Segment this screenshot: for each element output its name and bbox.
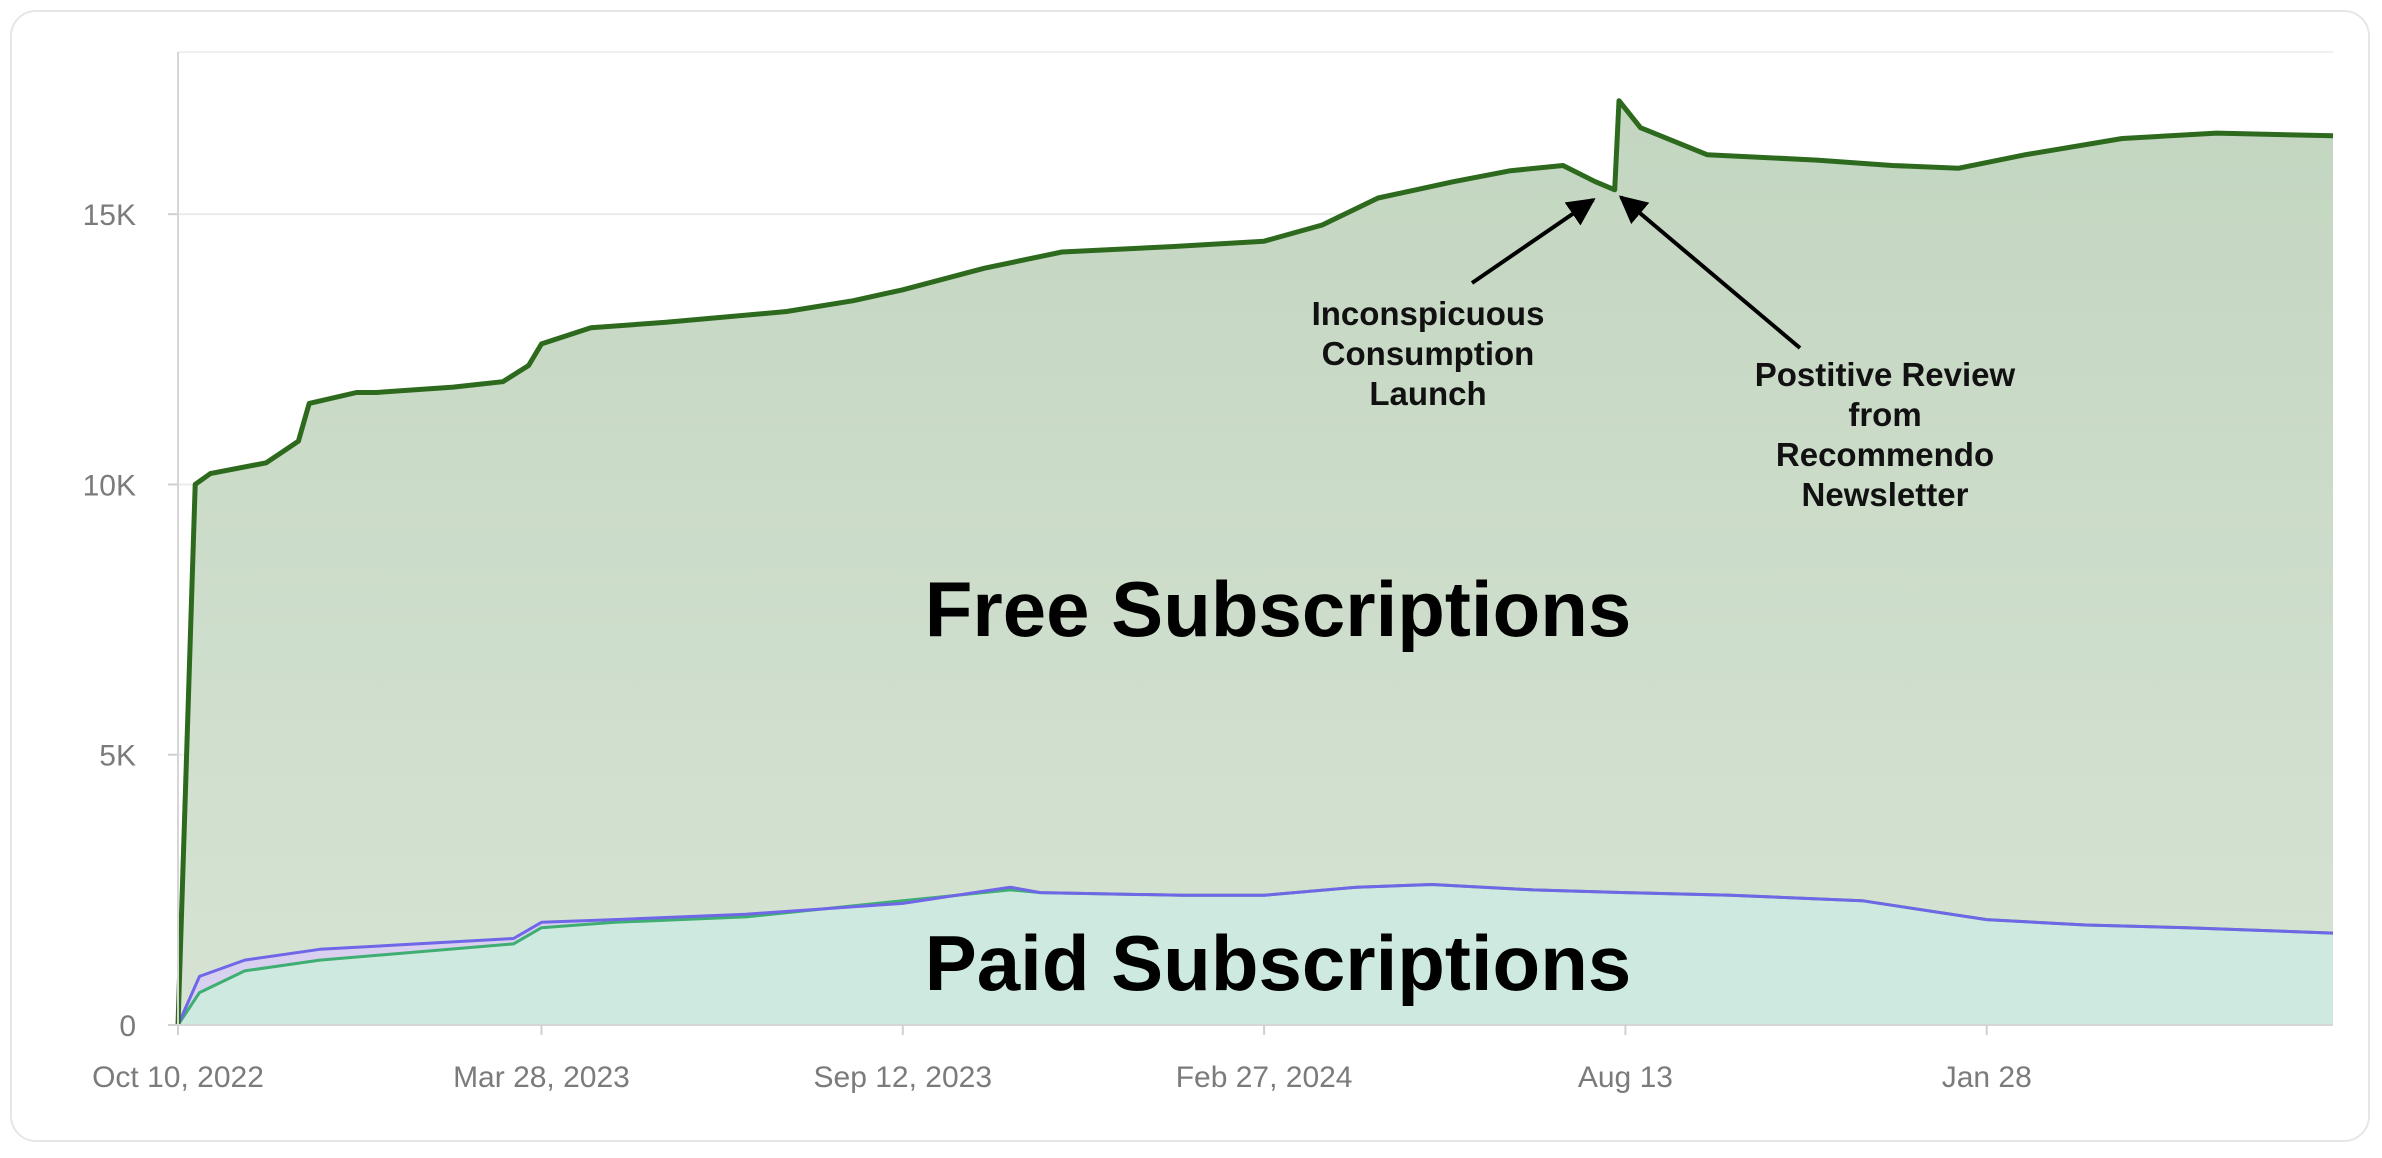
y-tick-label: 5K xyxy=(99,740,136,773)
series-line-1 xyxy=(176,883,2334,1026)
annotation-review-line: Recommendo xyxy=(1776,436,1994,473)
y-tick-label: 10K xyxy=(83,469,136,502)
axes: 0 5K 10K 15K Oct 10, 2022 Mar 28, 2023 Sep 12,… xyxy=(83,52,2333,1094)
series-area-0 xyxy=(178,100,2333,1025)
series-areas xyxy=(178,100,2333,1025)
annotation-review-line: Postitive Review xyxy=(1755,356,2016,393)
y-tick-label: 15K xyxy=(83,199,136,232)
series-area-2 xyxy=(178,884,2333,1025)
x-tick-label: Feb 27, 2024 xyxy=(1176,1061,1353,1094)
series-lines xyxy=(175,98,2334,1026)
annotation-launch-line: Inconspicuous xyxy=(1312,295,1545,332)
x-tick-label: Jan 28 xyxy=(1942,1061,2032,1094)
annotation-review-line: Newsletter xyxy=(1802,476,1969,513)
x-tick-label: Mar 28, 2023 xyxy=(453,1061,630,1094)
annotation-review-line: from xyxy=(1848,396,1921,433)
x-tick-label: Oct 10, 2022 xyxy=(92,1061,264,1094)
annotation-review-arrow xyxy=(1618,195,1802,350)
series-line-0 xyxy=(175,98,2334,1026)
y-tick-label: 0 xyxy=(119,1010,136,1043)
annotation-launch-arrow xyxy=(1470,198,1596,285)
x-tick-label: Sep 12, 2023 xyxy=(814,1061,993,1094)
annotation-launch-line: Launch xyxy=(1369,375,1486,412)
paid-subscriptions-label: Paid Subscriptions xyxy=(925,919,1631,1007)
free-subscriptions-label: Free Subscriptions xyxy=(925,565,1632,653)
x-tick-label: Aug 13 xyxy=(1578,1061,1673,1094)
annotation-launch-line: Consumption xyxy=(1322,335,1535,372)
